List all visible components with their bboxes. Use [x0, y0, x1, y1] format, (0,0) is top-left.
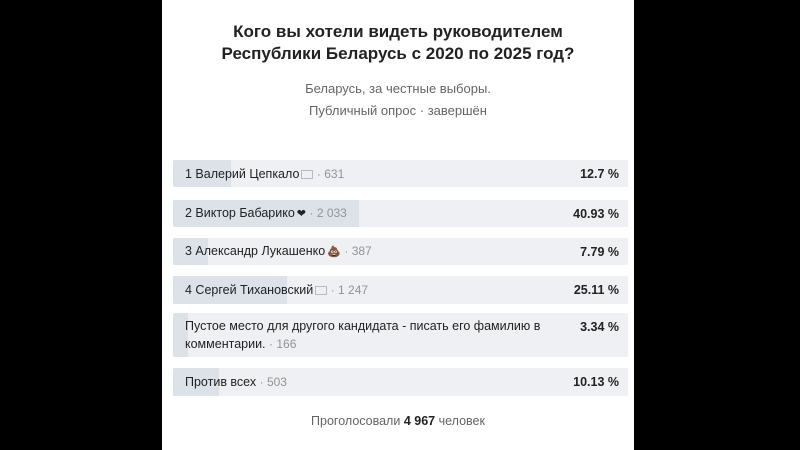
poll-option-2-label: 2 Виктор Бабарико [185, 206, 295, 220]
poll-option-6-bar [173, 368, 220, 396]
poll-option-2[interactable]: 2 Виктор Бабарико ❤ · 2 033 40.93 % [173, 200, 628, 227]
poll-option-4[interactable]: 4 Сергей Тихановский · 1 247 25.11 % [173, 276, 628, 304]
poll-option-5-bar [173, 313, 189, 357]
poll-option-3[interactable]: 3 Александр Лукашенко 💩 · 387 7.79 % [173, 238, 628, 265]
poll-status: Публичный опрос · завершён [309, 103, 487, 118]
poll-title-line-2: Республики Беларусь с 2020 по 2025 год? [221, 44, 575, 63]
poll-option-5-percent: 3.34 % [580, 320, 619, 334]
heart-icon: ❤ [296, 208, 307, 220]
poll-option-6-percent: 10.13 % [573, 375, 619, 389]
poll-total-prefix: Проголосовали [311, 414, 401, 428]
poll-option-2-bar [173, 200, 360, 227]
poll-option-6[interactable]: Против всех · 503 10.13 % [173, 368, 628, 396]
poll-option-3-bar [173, 238, 209, 265]
poll-title-line-1: Кого вы хотели видеть руководителем [233, 22, 563, 41]
poop-icon: 💩 [327, 246, 341, 258]
poll-option-1-label: 1 Валерий Цепкало [185, 166, 300, 181]
flag-icon [301, 169, 314, 179]
poll-option-4-percent: 25.11 % [573, 283, 619, 297]
poll-option-1-percent: 12.7 % [580, 166, 619, 181]
poll-option-5-label: Пустое место для другого кандидата - пис… [185, 319, 541, 351]
poll-option-5[interactable]: Пустое место для другого кандидата - пис… [173, 313, 628, 357]
poll-option-6-count: · 503 [259, 375, 287, 389]
poll-total-suffix: человек [438, 414, 485, 428]
poll-subtitle: Беларусь, за честные выборы. Публичный о… [162, 78, 634, 122]
poll-title: Кого вы хотели видеть руководителем Респ… [162, 21, 634, 65]
poll-total-votes: Проголосовали 4 967 человек [162, 414, 634, 428]
poll-option-2-count: · 2 033 [309, 206, 347, 220]
poll-option-4-count: · 1 247 [330, 283, 369, 297]
poll-card: Кого вы хотели видеть руководителем Респ… [162, 0, 634, 450]
poll-option-3-count: · 387 [344, 244, 372, 258]
poll-author: Беларусь, за честные выборы. [305, 81, 491, 96]
poll-option-6-label: Против всех [185, 375, 257, 389]
poll-option-1-count: · 631 [316, 166, 345, 181]
poll-option-3-label: 3 Александр Лукашенко [185, 244, 326, 258]
poll-option-2-percent: 40.93 % [573, 206, 619, 221]
poll-option-4-bar [173, 276, 288, 304]
flag-icon [315, 286, 328, 296]
poll-option-1[interactable]: 1 Валерий Цепкало · 631 12.7 % [173, 160, 628, 187]
poll-option-3-percent: 7.79 % [580, 244, 619, 259]
poll-option-4-label: 4 Сергей Тихановский [185, 283, 314, 297]
poll-total-count: 4 967 [403, 414, 436, 428]
poll-option-1-bar [173, 160, 231, 187]
poll-option-5-count: · 166 [269, 337, 297, 351]
